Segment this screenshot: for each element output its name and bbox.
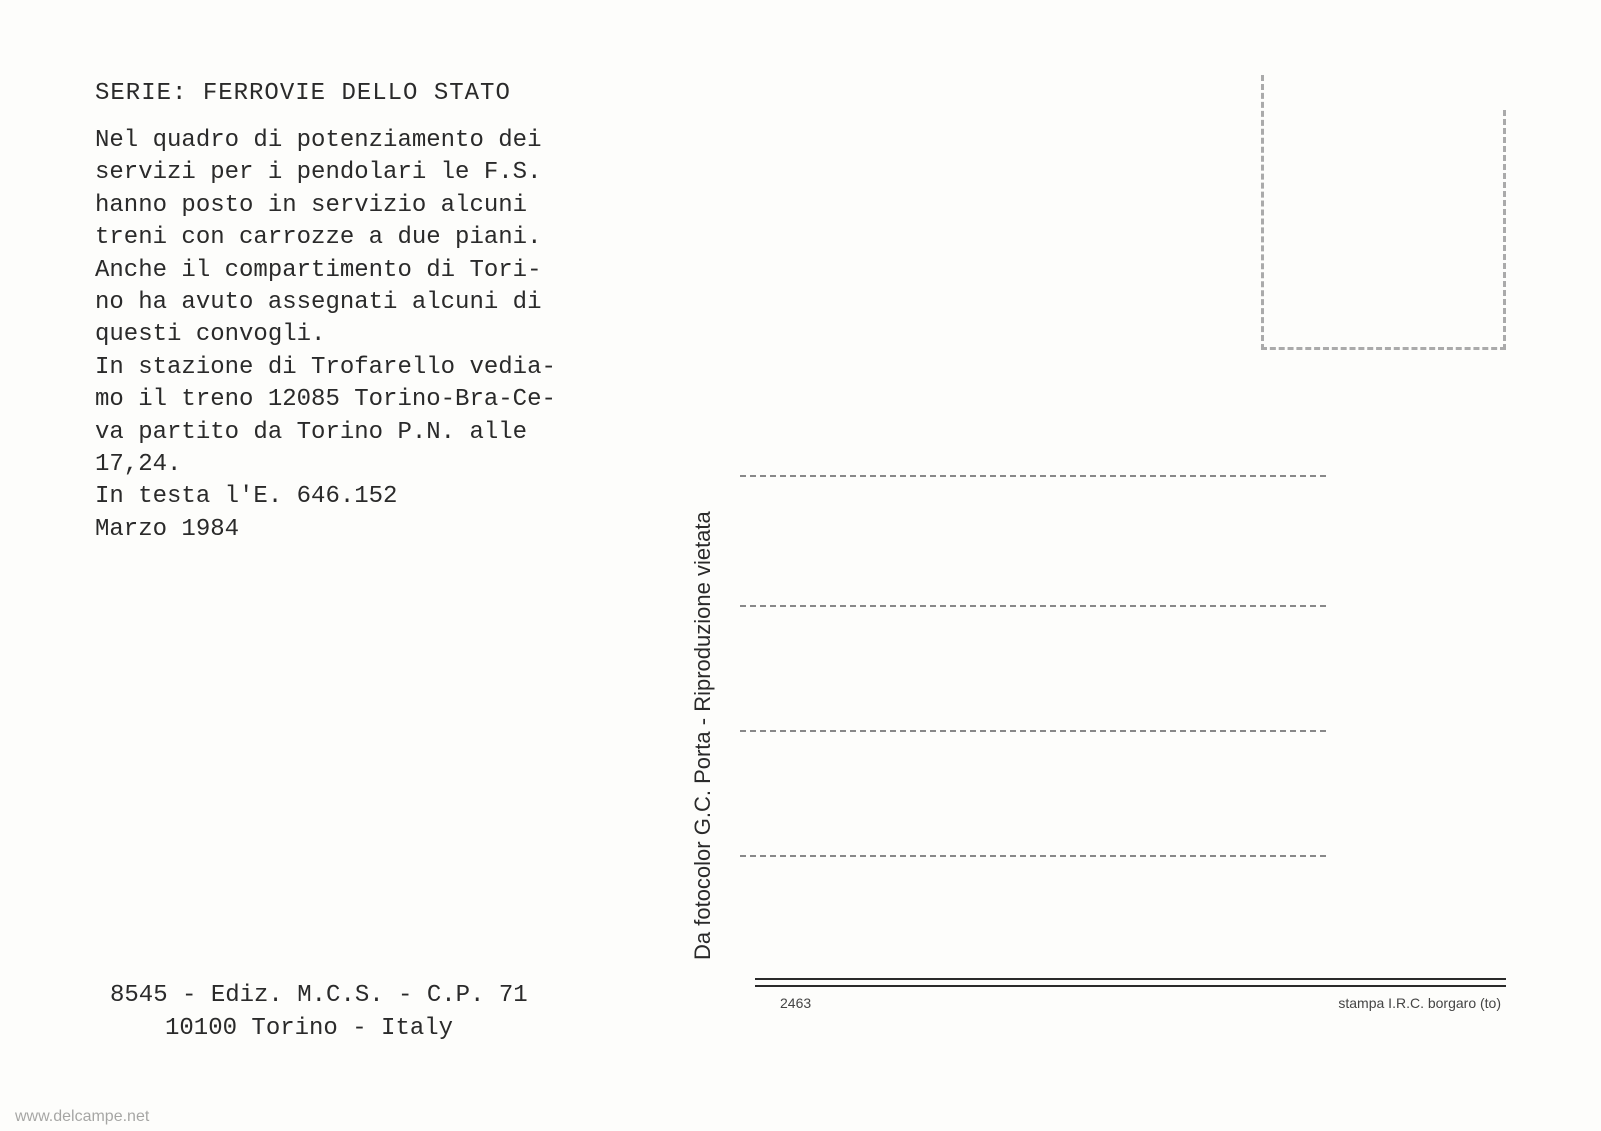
address-line-1	[740, 475, 1326, 477]
stamp-border-right	[1503, 110, 1506, 350]
publisher-line-2: 10100 Torino - Italy	[110, 1012, 528, 1046]
publisher-info: 8545 - Ediz. M.C.S. - C.P. 71 10100 Tori…	[110, 979, 528, 1046]
publisher-line-1: 8545 - Ediz. M.C.S. - C.P. 71	[110, 979, 528, 1013]
series-title: SERIE: FERROVIE DELLO STATO	[95, 80, 615, 107]
stamp-border-left	[1261, 75, 1264, 350]
footer-line-2	[755, 985, 1506, 987]
center-vertical-text: Da fotocolor G.C. Porta - Riproduzione v…	[690, 310, 716, 960]
watermark: www.delcampe.net	[15, 1108, 149, 1126]
address-line-4	[740, 855, 1326, 857]
footer-print-info: stampa I.R.C. borgaro (to)	[1338, 995, 1501, 1011]
postcard-back: SERIE: FERROVIE DELLO STATO Nel quadro d…	[40, 50, 1561, 1081]
stamp-border-bottom	[1261, 347, 1506, 350]
address-line-3	[740, 730, 1326, 732]
left-text-section: SERIE: FERROVIE DELLO STATO Nel quadro d…	[95, 80, 615, 546]
footer-number: 2463	[780, 995, 811, 1011]
address-line-2	[740, 605, 1326, 607]
footer-line-1	[755, 978, 1506, 980]
stamp-area	[1261, 75, 1506, 350]
body-text: Nel quadro di potenziamento dei servizi …	[95, 125, 615, 546]
